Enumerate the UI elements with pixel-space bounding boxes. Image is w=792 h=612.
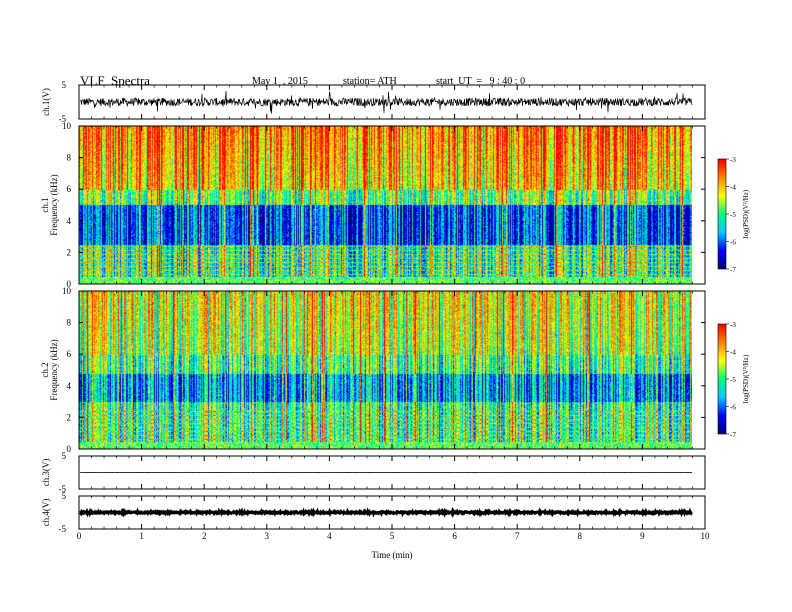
y-tick-label: 4: [67, 381, 72, 391]
colorbar-tick-label: -6: [730, 239, 736, 247]
colorbar-tick-label: -4: [730, 349, 736, 357]
colorbar-label: log(PSD)(V²/Hz): [742, 189, 750, 238]
x-tick-label: 0: [77, 531, 82, 541]
y-tick-label: 5: [62, 451, 67, 461]
y-axis-label: Frequency (kHz): [49, 339, 59, 400]
colorbar: [717, 158, 727, 270]
x-tick-label: 1: [139, 531, 144, 541]
y-tick-label: -5: [59, 524, 67, 534]
x-tick-label: 10: [701, 531, 711, 541]
y-tick-label: 8: [67, 153, 72, 163]
y-tick-label: 6: [67, 184, 72, 194]
waveform-trace: [79, 91, 693, 114]
start-time-label: start UT = 9 : 40 : 0: [436, 76, 526, 87]
colorbar-tick-label: -6: [730, 404, 736, 412]
spectrogram-image: [79, 291, 692, 449]
station-label: station= ATH: [343, 76, 397, 87]
colorbar-tick-label: -3: [730, 156, 736, 164]
x-tick-label: 3: [265, 531, 270, 541]
x-tick-label: 4: [327, 531, 332, 541]
colorbar: [717, 323, 727, 435]
y-tick-label: -5: [59, 484, 67, 494]
x-tick-label: 5: [390, 531, 395, 541]
colorbar-tick-label: -3: [730, 321, 736, 329]
y-tick-label: 6: [67, 349, 72, 359]
y-tick-label: 5: [62, 491, 67, 501]
x-tick-label: 8: [578, 531, 583, 541]
y-tick-label: -5: [59, 114, 67, 124]
channel-label: ch.2: [40, 362, 50, 377]
colorbar-tick-label: -5: [730, 376, 736, 384]
spectrogram-image: [79, 126, 692, 284]
colorbar-tick-label: -5: [730, 211, 736, 219]
colorbar-tick-label: -7: [730, 431, 736, 439]
x-tick-label: 9: [640, 531, 645, 541]
y-tick-label: 4: [67, 216, 72, 226]
y-tick-label: 8: [67, 318, 72, 328]
y-tick-label: 0: [67, 279, 72, 289]
y-tick-label: 10: [62, 121, 72, 131]
y-tick-label: 2: [67, 247, 72, 257]
y-tick-label: 0: [67, 444, 72, 454]
x-tick-label: 2: [202, 531, 207, 541]
colorbar-tick-label: -4: [730, 184, 736, 192]
y-axis-label: ch.3(V): [41, 459, 51, 487]
colorbar-label: log(PSD)(V²/Hz): [742, 354, 750, 403]
y-tick-label: 2: [67, 412, 72, 422]
channel-label: ch.1: [40, 197, 50, 212]
colorbar-tick-label: -7: [730, 266, 736, 274]
x-tick-label: 7: [515, 531, 520, 541]
waveform-trace: [79, 506, 693, 519]
x-tick-label: 6: [452, 531, 457, 541]
y-axis-label: ch.1(V): [41, 88, 51, 116]
y-axis-label: Frequency (kHz): [49, 174, 59, 235]
y-tick-label: 5: [62, 80, 67, 90]
observation-date: May 1 , 2015: [252, 76, 308, 87]
y-axis-label: ch.4(V): [41, 499, 51, 527]
figure-title: VLF Spectra: [80, 73, 151, 88]
y-tick-label: 10: [62, 286, 72, 296]
x-axis-label: Time (min): [372, 550, 413, 560]
